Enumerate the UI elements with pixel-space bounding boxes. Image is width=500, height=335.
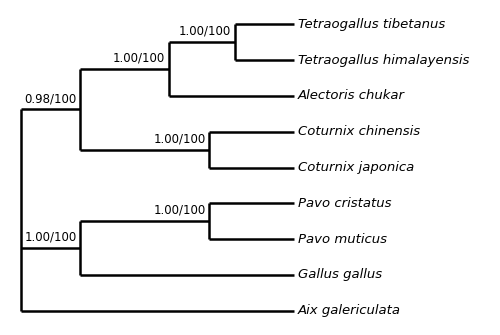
Text: Tetraogallus tibetanus: Tetraogallus tibetanus: [298, 18, 445, 31]
Text: 1.00/100: 1.00/100: [24, 231, 76, 244]
Text: Coturnix chinensis: Coturnix chinensis: [298, 125, 420, 138]
Text: 0.98/100: 0.98/100: [24, 92, 76, 105]
Text: 1.00/100: 1.00/100: [154, 132, 206, 145]
Text: Gallus gallus: Gallus gallus: [298, 268, 382, 281]
Text: 1.00/100: 1.00/100: [112, 52, 165, 65]
Text: 1.00/100: 1.00/100: [154, 204, 206, 217]
Text: 1.00/100: 1.00/100: [179, 25, 232, 38]
Text: Coturnix japonica: Coturnix japonica: [298, 161, 414, 174]
Text: Pavo muticus: Pavo muticus: [298, 232, 386, 246]
Text: Pavo cristatus: Pavo cristatus: [298, 197, 391, 210]
Text: Aix galericulata: Aix galericulata: [298, 304, 401, 317]
Text: Tetraogallus himalayensis: Tetraogallus himalayensis: [298, 54, 469, 67]
Text: Alectoris chukar: Alectoris chukar: [298, 89, 405, 103]
